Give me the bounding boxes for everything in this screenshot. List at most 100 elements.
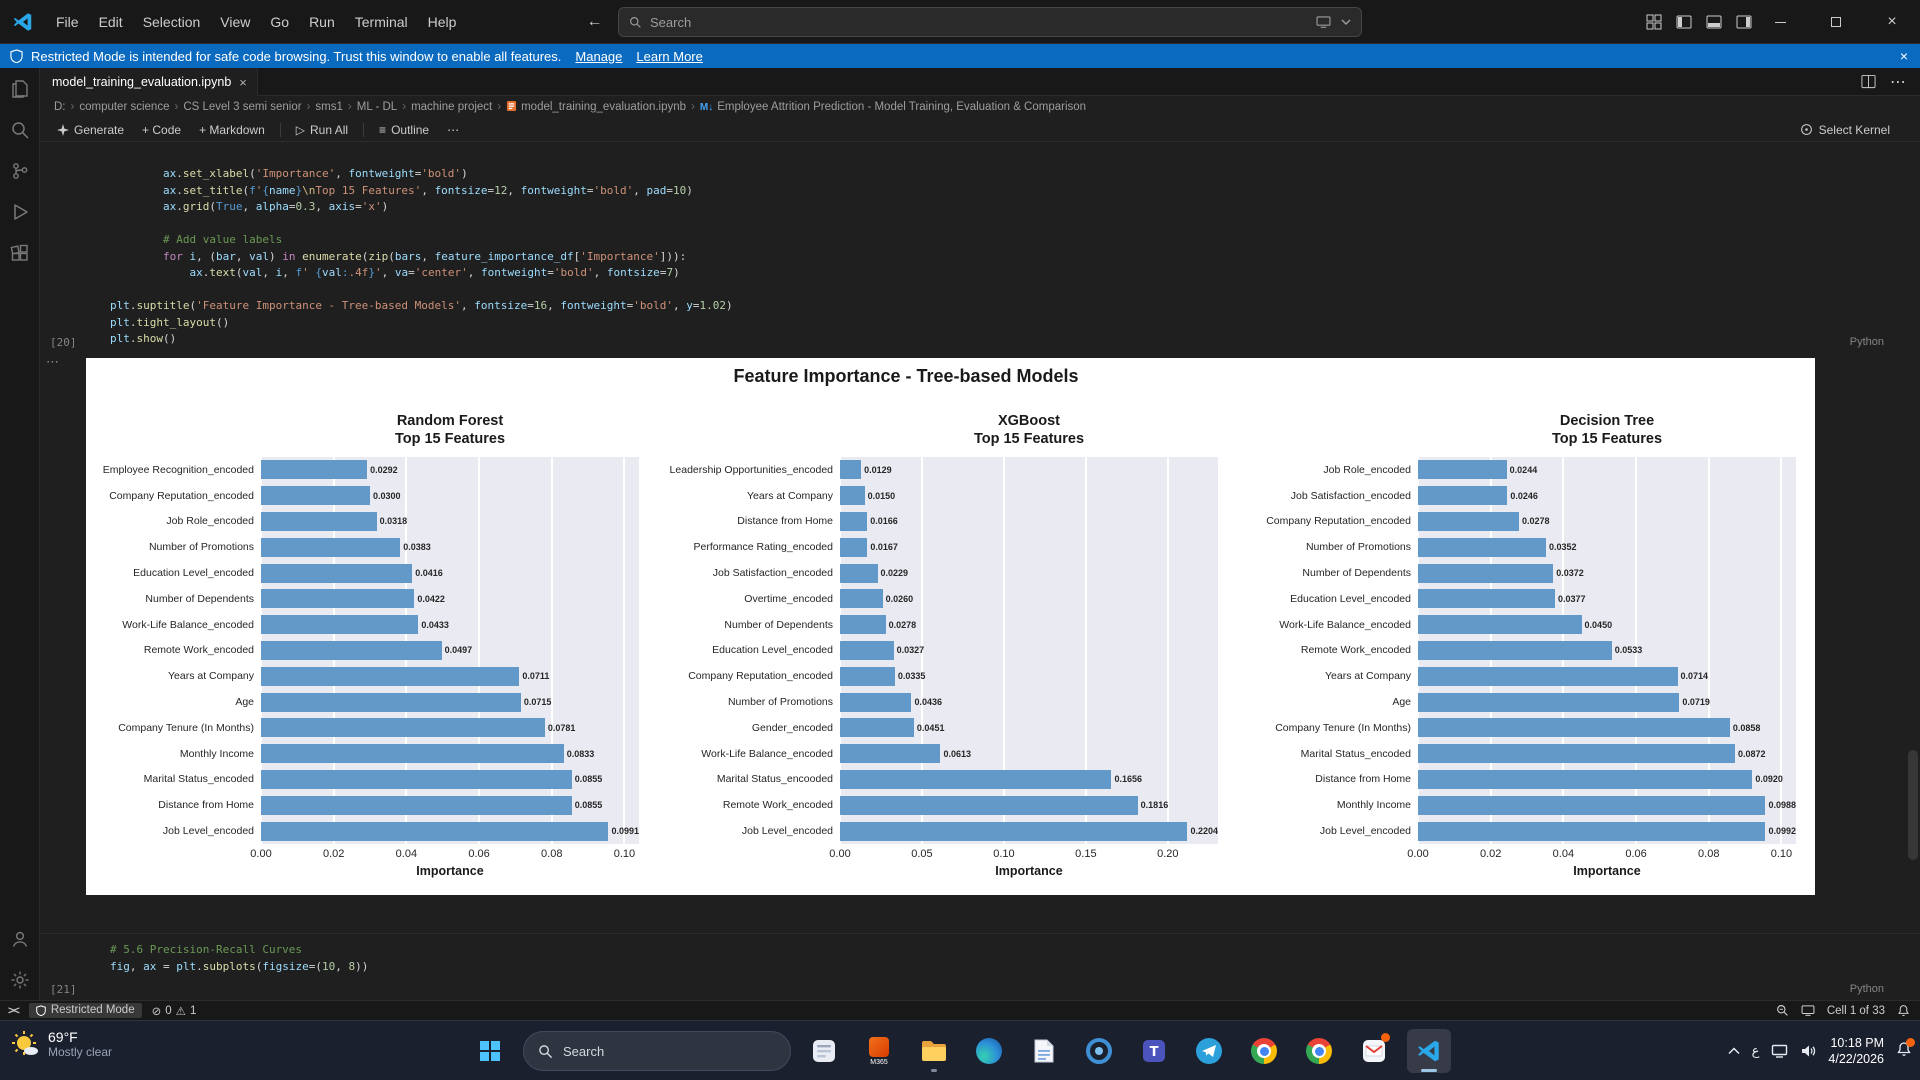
menu-edit[interactable]: Edit bbox=[98, 13, 123, 30]
menu-run[interactable]: Run bbox=[309, 13, 335, 30]
maximize-button[interactable] bbox=[1808, 0, 1864, 44]
notebook-editor: ax.set_xlabel('Importance', fontweight='… bbox=[40, 142, 1920, 1000]
app-file-explorer[interactable] bbox=[912, 1029, 956, 1073]
menu-go[interactable]: Go bbox=[270, 13, 290, 30]
app-widgets[interactable] bbox=[802, 1029, 846, 1073]
tab-model-training-evaluation[interactable]: model_training_evaluation.ipynb × bbox=[40, 68, 258, 96]
app-photos[interactable] bbox=[1077, 1029, 1121, 1073]
screencast-icon[interactable] bbox=[1801, 1005, 1815, 1016]
cell-language-label[interactable]: Python bbox=[1849, 983, 1884, 995]
outline-button[interactable]: ≡ Outline bbox=[379, 122, 430, 137]
toolbar-more-button[interactable]: ⋯ bbox=[447, 122, 460, 137]
customize-layout-icon[interactable] bbox=[1646, 14, 1662, 30]
run-all-button[interactable]: ▷ Run All bbox=[295, 122, 349, 137]
bar-value-label: 0.0855 bbox=[574, 800, 603, 811]
start-button[interactable] bbox=[468, 1029, 512, 1073]
sidebar-item-extensions[interactable] bbox=[0, 232, 40, 273]
code-cell-1[interactable]: ax.set_xlabel('Importance', fontweight='… bbox=[110, 142, 733, 381]
bar-row: 0.0318 bbox=[261, 509, 639, 535]
select-kernel-button[interactable]: Select Kernel bbox=[1800, 123, 1890, 137]
language-indicator[interactable]: ع bbox=[1751, 1043, 1760, 1059]
menu-selection[interactable]: Selection bbox=[142, 13, 201, 30]
problems-indicator[interactable]: ⊘ 0 ⚠ 1 bbox=[151, 1004, 197, 1018]
cell-language-label[interactable]: Python bbox=[1849, 336, 1884, 348]
app-edge[interactable] bbox=[967, 1029, 1011, 1073]
chevron-down-icon[interactable] bbox=[1341, 19, 1351, 25]
add-markdown-button[interactable]: + Markdown bbox=[199, 122, 265, 137]
app-teams[interactable]: T bbox=[1132, 1029, 1176, 1073]
output-more-actions-icon[interactable]: ⋯ bbox=[46, 354, 59, 369]
toggle-primary-sidebar-icon[interactable] bbox=[1676, 14, 1692, 30]
bar-value-label: 0.0278 bbox=[888, 619, 917, 630]
menu-help[interactable]: Help bbox=[427, 13, 457, 30]
y-axis-labels: Leadership Opportunities_encoded Years at… bbox=[665, 457, 840, 844]
settings-gear-icon[interactable] bbox=[0, 959, 40, 1000]
sidebar-item-source-control[interactable] bbox=[0, 150, 40, 191]
editor-scrollbar[interactable] bbox=[1908, 142, 1918, 1000]
clock[interactable]: 10:18 PM 4/22/2026 bbox=[1828, 1035, 1884, 1067]
bar bbox=[840, 795, 1138, 815]
scrollbar-thumb[interactable] bbox=[1908, 750, 1918, 860]
editor-actions-more-icon[interactable]: ⋯ bbox=[1890, 73, 1906, 91]
toggle-secondary-sidebar-icon[interactable] bbox=[1736, 14, 1752, 30]
breadcrumb-item[interactable]: sms1 bbox=[315, 101, 343, 113]
breadcrumb-item[interactable]: computer science bbox=[79, 101, 170, 113]
menu-view[interactable]: View bbox=[220, 13, 251, 30]
toggle-panel-icon[interactable] bbox=[1706, 14, 1722, 30]
figure-suptitle: Feature Importance - Tree-based Models bbox=[733, 366, 1079, 386]
app-telegram[interactable] bbox=[1187, 1029, 1231, 1073]
app-chrome-1[interactable] bbox=[1242, 1029, 1286, 1073]
tray-chevron-up-icon[interactable] bbox=[1728, 1047, 1740, 1055]
tab-close-icon[interactable]: × bbox=[239, 74, 247, 90]
breadcrumb-item[interactable]: CS Level 3 semi senior bbox=[183, 101, 302, 113]
gridline bbox=[623, 457, 626, 844]
account-icon[interactable] bbox=[0, 918, 40, 959]
learn-more-link[interactable]: Learn More bbox=[636, 48, 703, 64]
sidebar-item-run-debug[interactable] bbox=[0, 191, 40, 232]
y-axis-label: Remote Work_encoded bbox=[722, 799, 833, 812]
command-center-search[interactable]: Search bbox=[618, 7, 1362, 37]
breadcrumb-item[interactable]: ML - DL bbox=[356, 101, 398, 113]
cell-indicator[interactable]: Cell 1 of 33 bbox=[1826, 1004, 1885, 1017]
manage-link[interactable]: Manage bbox=[575, 48, 623, 64]
minimize-button[interactable] bbox=[1752, 0, 1808, 44]
bar bbox=[840, 769, 1112, 789]
notification-center[interactable] bbox=[1896, 1037, 1915, 1062]
app-chrome-2[interactable] bbox=[1297, 1029, 1341, 1073]
split-editor-icon[interactable] bbox=[1861, 74, 1876, 89]
banner-close-icon[interactable]: × bbox=[1899, 48, 1908, 64]
chrome-icon bbox=[1306, 1038, 1332, 1064]
notifications-bell-icon[interactable] bbox=[1897, 1004, 1910, 1017]
app-mail[interactable] bbox=[1352, 1029, 1396, 1073]
breadcrumb-item-heading[interactable]: Employee Attrition Prediction - Model Tr… bbox=[717, 101, 1087, 113]
taskbar-search[interactable]: Search bbox=[523, 1031, 791, 1071]
app-vscode[interactable] bbox=[1407, 1029, 1451, 1073]
remote-indicator[interactable]: >< bbox=[8, 1004, 20, 1017]
breadcrumb-item-file[interactable]: model_training_evaluation.ipynb bbox=[521, 101, 687, 113]
weather-widget[interactable]: 69°F Mostly clear bbox=[10, 1029, 112, 1059]
back-arrow-icon[interactable]: ← bbox=[586, 12, 603, 30]
screencast-icon[interactable] bbox=[1316, 16, 1331, 28]
bar-row: 0.0167 bbox=[840, 534, 1218, 560]
bar-value-label: 0.2204 bbox=[1190, 826, 1218, 837]
app-document[interactable] bbox=[1022, 1029, 1066, 1073]
add-code-button[interactable]: + Code bbox=[142, 122, 182, 137]
breadcrumb-item[interactable]: D: bbox=[54, 101, 66, 113]
bar-value-label: 0.0992 bbox=[1768, 826, 1796, 837]
close-button[interactable]: × bbox=[1887, 13, 1897, 30]
code-cell-2[interactable]: # 5.6 Precision-Recall Curves fig, ax = p… bbox=[110, 942, 368, 975]
bar-value-label: 0.0300 bbox=[373, 490, 401, 501]
menu-terminal[interactable]: Terminal bbox=[354, 13, 408, 30]
zoom-icon[interactable] bbox=[1776, 1004, 1789, 1017]
app-m365[interactable]: M365 bbox=[857, 1029, 901, 1073]
restricted-mode-status[interactable]: Restricted Mode bbox=[28, 1003, 142, 1018]
ethernet-icon[interactable] bbox=[1771, 1044, 1788, 1058]
code-line bbox=[110, 216, 733, 233]
search-icon bbox=[630, 16, 641, 28]
sidebar-item-explorer[interactable] bbox=[0, 68, 40, 109]
volume-icon[interactable] bbox=[1800, 1044, 1816, 1058]
generate-button[interactable]: Generate bbox=[50, 121, 131, 139]
breadcrumb-item[interactable]: machine project bbox=[411, 101, 493, 113]
sidebar-item-search[interactable] bbox=[0, 109, 40, 150]
menu-file[interactable]: File bbox=[56, 13, 79, 30]
